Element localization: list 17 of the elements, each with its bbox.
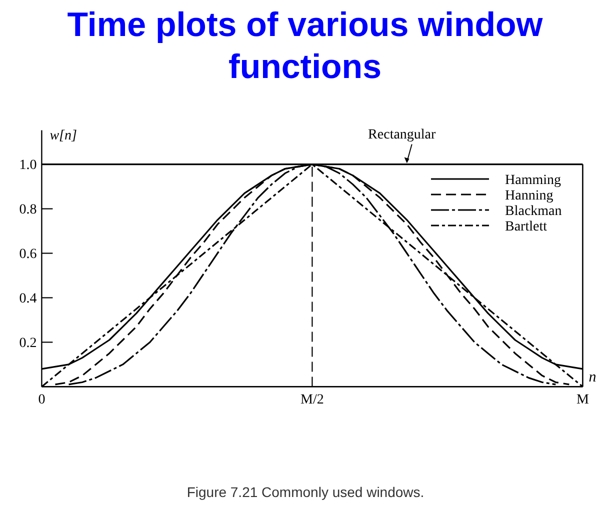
y-tick-label: 0.6 (19, 247, 37, 262)
legend-label: Hamming (505, 172, 561, 188)
caption: Figure 7.21 Commonly used windows. (186, 484, 424, 500)
legend-label: Blackman (505, 204, 562, 219)
x-axis-title: n (588, 370, 596, 386)
text: Rectangular (368, 127, 436, 142)
y-tick-label: 1.0 (19, 158, 37, 174)
y-axis-title: w[n] (50, 128, 77, 144)
legend-label: Bartlett (505, 219, 548, 234)
y-tick-label: 0.4 (19, 292, 37, 307)
x-tick-label: 0 (38, 392, 46, 408)
x-tick-label: M (576, 392, 590, 408)
y-tick-label: 0.8 (19, 202, 37, 218)
legend-label: Hanning (505, 188, 554, 204)
chart-title: Time plots of various window functions (66, 5, 544, 88)
x-tick-label: M/2 (300, 392, 324, 408)
y-tick-label: 0.2 (19, 336, 37, 352)
